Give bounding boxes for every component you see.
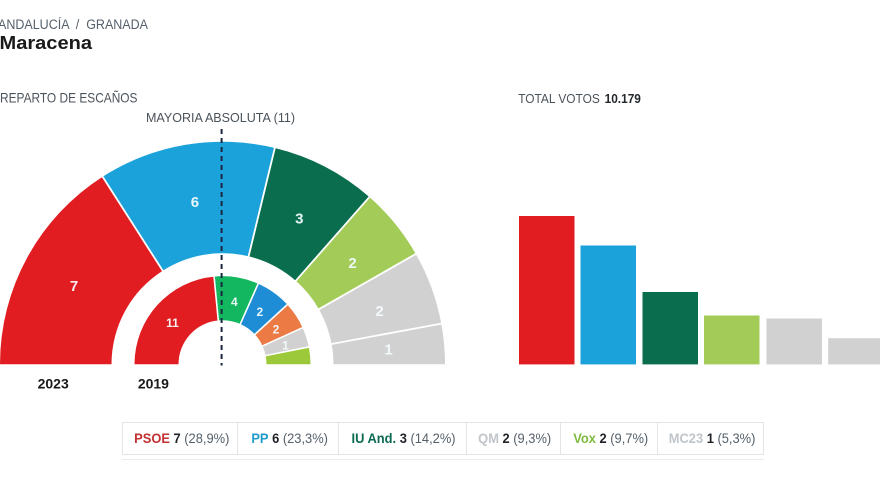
svg-text:6: 6: [191, 194, 199, 211]
svg-text:2: 2: [348, 255, 356, 272]
svg-text:3: 3: [295, 211, 303, 228]
svg-text:REPARTO DE ESCAÑOS: REPARTO DE ESCAÑOS: [0, 90, 138, 106]
svg-text:2019: 2019: [138, 376, 169, 392]
svg-text:1: 1: [282, 339, 289, 353]
svg-text:ANDALUCÍA / GRANADA: ANDALUCÍA / GRANADA: [0, 17, 148, 32]
svg-text:11: 11: [166, 316, 179, 330]
svg-text:TOTAL VOTOS: TOTAL VOTOS: [518, 91, 600, 106]
svg-text:2: 2: [375, 303, 383, 320]
svg-text:MAYORIA ABSOLUTA (11): MAYORIA ABSOLUTA (11): [146, 110, 295, 125]
svg-text:10.179: 10.179: [605, 91, 641, 106]
svg-text:Maracena: Maracena: [0, 33, 93, 53]
svg-text:4: 4: [231, 295, 238, 309]
svg-text:2: 2: [256, 305, 263, 319]
svg-text:2023: 2023: [38, 376, 69, 392]
svg-text:7: 7: [70, 278, 78, 295]
svg-text:1: 1: [384, 342, 392, 359]
svg-text:2: 2: [273, 323, 280, 337]
